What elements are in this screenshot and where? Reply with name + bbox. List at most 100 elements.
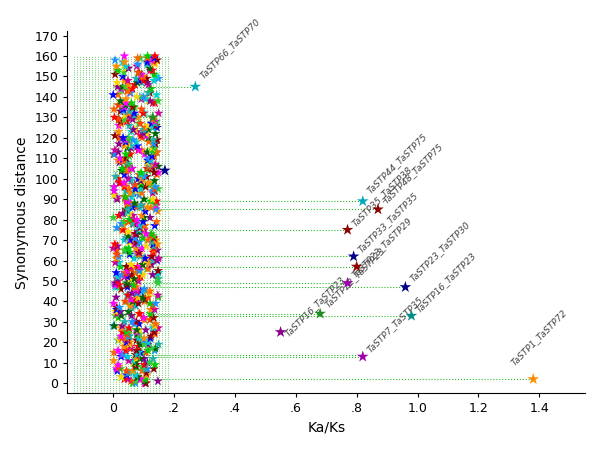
- Point: [116, 333, 126, 340]
- Point: [132, 330, 142, 338]
- Point: [136, 273, 146, 280]
- Point: [130, 234, 140, 242]
- Point: [109, 187, 119, 194]
- Point: [133, 228, 143, 235]
- Point: [148, 306, 157, 313]
- Point: [127, 165, 137, 172]
- Point: [136, 132, 146, 140]
- Point: [125, 189, 135, 197]
- Point: [128, 204, 137, 211]
- Point: [133, 128, 142, 135]
- Point: [136, 177, 146, 184]
- Point: [151, 236, 161, 243]
- Point: [122, 335, 131, 342]
- Point: [123, 232, 133, 239]
- Point: [136, 341, 145, 348]
- Point: [149, 54, 159, 62]
- Point: [152, 202, 161, 209]
- Point: [137, 71, 146, 78]
- Point: [119, 171, 129, 178]
- Point: [134, 277, 143, 284]
- Text: TaSTP22_TaSTP23: TaSTP22_TaSTP23: [323, 246, 386, 310]
- Point: [131, 302, 140, 309]
- Point: [149, 234, 158, 242]
- Point: [128, 290, 137, 297]
- Point: [121, 83, 130, 90]
- Point: [138, 234, 148, 242]
- Point: [153, 267, 163, 274]
- Point: [124, 175, 133, 182]
- Point: [126, 378, 136, 385]
- Point: [149, 328, 159, 336]
- Point: [137, 367, 147, 374]
- Point: [127, 265, 136, 272]
- Point: [148, 189, 158, 197]
- Text: TaSTP16_TaSTP23: TaSTP16_TaSTP23: [415, 250, 478, 314]
- Point: [125, 216, 134, 223]
- Point: [138, 261, 148, 268]
- Point: [146, 238, 156, 246]
- Point: [121, 99, 131, 107]
- Point: [132, 93, 142, 100]
- Point: [120, 194, 130, 201]
- Point: [142, 371, 152, 378]
- Point: [116, 85, 126, 92]
- Point: [123, 292, 133, 299]
- Point: [110, 147, 119, 154]
- Point: [139, 226, 149, 234]
- Point: [139, 314, 148, 321]
- Point: [124, 326, 134, 333]
- Point: [127, 177, 136, 184]
- Point: [146, 198, 155, 205]
- Point: [143, 61, 152, 68]
- Point: [143, 52, 152, 59]
- Point: [137, 189, 146, 197]
- Point: [151, 183, 160, 190]
- Point: [125, 108, 134, 115]
- Point: [110, 259, 120, 266]
- Point: [145, 163, 155, 170]
- Point: [149, 185, 159, 193]
- Point: [136, 54, 145, 62]
- Point: [142, 159, 152, 166]
- Point: [125, 175, 135, 182]
- Point: [119, 273, 129, 280]
- Point: [137, 363, 146, 370]
- Point: [135, 224, 145, 231]
- Point: [151, 130, 160, 137]
- Point: [142, 288, 152, 295]
- Point: [134, 226, 144, 234]
- Point: [144, 259, 154, 266]
- Point: [133, 249, 143, 256]
- Point: [135, 222, 145, 230]
- Point: [145, 290, 154, 297]
- Point: [152, 218, 161, 225]
- Point: [136, 179, 146, 186]
- Point: [111, 308, 121, 315]
- Point: [124, 333, 133, 340]
- Point: [139, 130, 148, 137]
- Point: [149, 241, 158, 248]
- Point: [141, 326, 151, 333]
- Point: [146, 253, 156, 260]
- Point: [126, 296, 136, 303]
- Point: [145, 214, 155, 221]
- Point: [150, 322, 160, 329]
- Point: [131, 230, 141, 238]
- Point: [125, 263, 134, 270]
- Point: [142, 265, 152, 272]
- Point: [128, 212, 137, 219]
- Point: [117, 87, 127, 94]
- Point: [143, 81, 153, 88]
- Point: [125, 210, 134, 217]
- Point: [142, 79, 152, 86]
- Point: [116, 263, 125, 270]
- Point: [128, 104, 137, 111]
- Point: [151, 200, 160, 207]
- Point: [147, 165, 157, 172]
- Point: [121, 138, 131, 145]
- Point: [127, 304, 136, 311]
- Point: [131, 269, 141, 276]
- Point: [123, 140, 133, 148]
- Point: [127, 99, 136, 107]
